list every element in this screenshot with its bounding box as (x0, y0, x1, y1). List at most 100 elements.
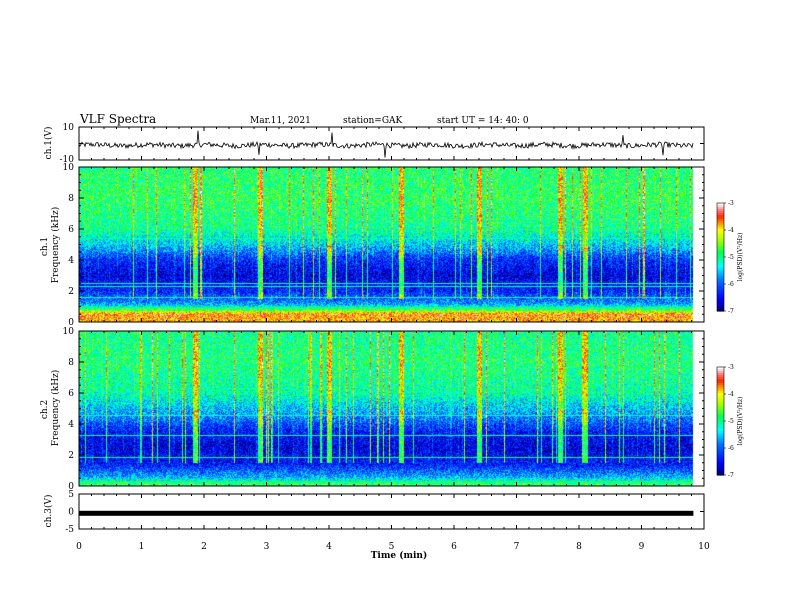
ch2-colorbar-cell (717, 459, 724, 462)
ch1-colorbar: -3 -4 -5 -6 -7 log(PSD)(V²/Hz) (716, 200, 744, 315)
x-axis-label: Time (min) (371, 550, 428, 561)
ch1-colorbar-cell (717, 255, 724, 258)
x-tick-label: 9 (639, 542, 645, 552)
ch1-spec-ytick-label: 2 (68, 287, 74, 297)
ch2-colorbar-cell (717, 417, 724, 420)
ch2-colorbar-cell (717, 407, 724, 410)
ch1-colorbar-cell (717, 223, 724, 226)
x-tick-label: 10 (698, 542, 710, 552)
ch2-spec-ytick-label: 10 (63, 327, 75, 337)
ch2-colorbar-cell (717, 415, 724, 418)
date-label: Mar.11, 2021 (250, 116, 311, 126)
ch1-colorbar-cell (717, 287, 724, 290)
ch2-colorbar-cell (717, 461, 724, 464)
ch1-colorbar-cell (717, 305, 724, 308)
ch1-colorbar-tick-label: -7 (728, 308, 734, 315)
ch1-colorbar-cell (717, 217, 724, 220)
ch1-colorbar-cell (717, 239, 724, 242)
ch2-colorbar-cell (717, 457, 724, 460)
ch1-colorbar-cell (717, 227, 724, 230)
ch1-spec-ytick-label: 10 (63, 163, 75, 173)
ch1-colorbar-cell (717, 205, 724, 208)
ch2-colorbar-cell (717, 387, 724, 390)
ch2-spectrogram-panel: 0 2 4 6 8 10 ch.2 Frequency (kHz) -3 -4 -5 -6 -7 l… (40, 327, 744, 492)
x-tick-label: 8 (576, 542, 582, 552)
figure-title: VLF Spectra (79, 112, 156, 126)
ch2-spec-ylabel: ch.2 Frequency (kHz) (40, 370, 61, 447)
ch2-colorbar-cell (717, 369, 724, 372)
x-tick-label: 6 (451, 542, 457, 552)
ch1-colorbar-cell (717, 245, 724, 248)
ch1-colorbar-cell (717, 237, 724, 240)
ch2-colorbar-cell (717, 373, 724, 376)
ch1-colorbar-cell (717, 235, 724, 238)
ch1-waveform-line (78, 130, 694, 158)
ch2-colorbar-cell (717, 381, 724, 384)
ch1-ylabel: ch.1(V) (43, 127, 54, 160)
ch2-colorbar-cell (717, 463, 724, 466)
ch2-colorbar-cell (717, 441, 724, 444)
ch1-colorbar-cell (717, 309, 724, 312)
ch2-colorbar-cell (717, 469, 724, 472)
ch1-colorbar-cell (717, 253, 724, 256)
ch1-spec-ylabel: ch.1 Frequency (kHz) (40, 207, 61, 284)
ch2-colorbar-cell (717, 449, 724, 452)
ch1-colorbar-cell (717, 281, 724, 284)
ch1-colorbar-cell (717, 273, 724, 276)
ch2-colorbar-cell (717, 393, 724, 396)
ch1-colorbar-cell (717, 257, 724, 260)
ch1-colorbar-cell (717, 303, 724, 306)
ch1-colorbar-cell (717, 265, 724, 268)
ch2-colorbar-cell (717, 435, 724, 438)
ch3-ytick-label: 5 (68, 490, 74, 500)
ch1-spec-ytick-label: 8 (68, 194, 74, 204)
x-tick-label: 0 (76, 542, 82, 552)
ch2-colorbar-tick-label: -7 (728, 472, 734, 479)
ch1-colorbar-cell (717, 213, 724, 216)
x-tick-label: 5 (389, 542, 395, 552)
ch2-spec-ytick-label: 4 (68, 420, 74, 430)
ch2-colorbar-cell (717, 433, 724, 436)
ch2-colorbar-cell (717, 425, 724, 428)
ch2-colorbar-cell (717, 405, 724, 408)
ch2-colorbar-cell (717, 413, 724, 416)
ch1-ytick-top: 10 (63, 123, 75, 133)
ch2-colorbar-cell (717, 391, 724, 394)
ch2-spec-ytick-label: 2 (68, 451, 74, 461)
ch1-colorbar-cell (717, 215, 724, 218)
ch1-colorbar-cell (717, 301, 724, 304)
ch1-colorbar-cell (717, 243, 724, 246)
ch1-colorbar-cell (717, 219, 724, 222)
station-label: station=GAK (343, 116, 403, 126)
ch1-spec-ytick-label: 4 (68, 256, 74, 266)
ch2-colorbar-cell (717, 377, 724, 380)
ch2-colorbar-cell (717, 383, 724, 386)
ch3-ylabel: ch.3(V) (43, 495, 54, 528)
ch2-colorbar-label: log(PSD)(V²/Hz) (737, 397, 744, 446)
ch1-colorbar-cell (717, 211, 724, 214)
ch2-colorbar-cell (717, 427, 724, 430)
ch1-spec-ytick-label: 6 (68, 225, 74, 235)
ch3-ytick-label: -5 (65, 525, 74, 535)
ch2-spectrogram-canvas-holder (79, 331, 704, 486)
ch2-colorbar: -3 -4 -5 -6 -7 log(PSD)(V²/Hz) (716, 364, 744, 479)
ch1-colorbar-label: log(PSD)(V²/Hz) (737, 233, 744, 282)
x-tick-label: 4 (326, 542, 332, 552)
ch1-colorbar-tick-label: -3 (728, 200, 734, 207)
ch1-colorbar-cell (717, 269, 724, 272)
ch2-colorbar-cell (717, 451, 724, 454)
ch1-spec-ylabel-line2: Frequency (kHz) (50, 207, 61, 284)
ch2-colorbar-cell (717, 421, 724, 424)
ch2-spec-ytick-label: 6 (68, 389, 74, 399)
ch2-colorbar-tick-label: -3 (728, 364, 734, 371)
ch2-colorbar-cell (717, 439, 724, 442)
x-axis-tick-labels: 0 1 2 3 4 5 6 7 8 9 10 (76, 542, 710, 552)
ch1-colorbar-cell (717, 207, 724, 210)
ch1-colorbar-cell (717, 295, 724, 298)
ch2-colorbar-tick-label: -4 (728, 391, 734, 398)
ch1-colorbar-cell (717, 203, 724, 206)
ch2-colorbar-cell (717, 367, 724, 370)
ch1-colorbar-tick-label: -6 (728, 281, 734, 288)
ch1-colorbar-cell (717, 229, 724, 232)
ch1-colorbar-cell (717, 221, 724, 224)
